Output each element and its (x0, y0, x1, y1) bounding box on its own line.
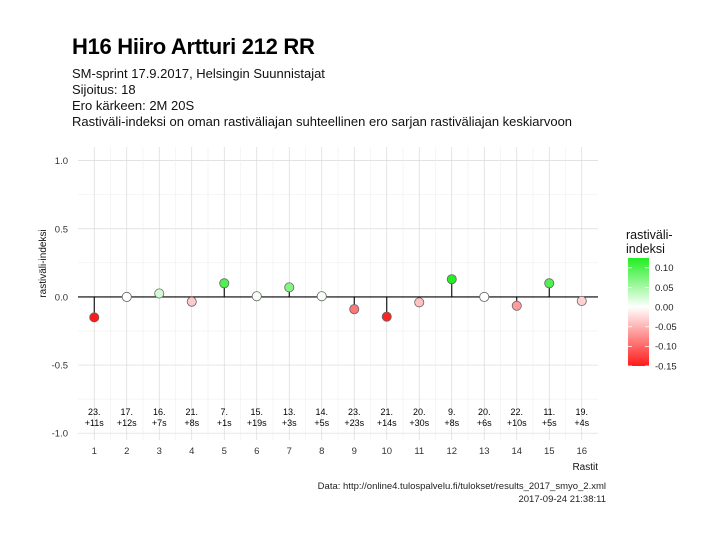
lollipop-point (511, 300, 522, 311)
legend-tick-label: 0.05 (655, 283, 674, 294)
x-tick-label: 7 (287, 446, 292, 457)
subtitle-line-rank: Sijoitus: 18 (72, 82, 136, 97)
color-legend: rastiväli-indeksi 0.10 0.05 0.00 -0.05 -0.10 -… (626, 228, 677, 372)
rank-label: 21. (380, 407, 393, 417)
time-diff-label: +19s (247, 418, 267, 428)
rank-label: 22. (510, 407, 523, 417)
subtitle-line-description: Rastiväli-indeksi on oman rastiväliajan … (72, 114, 573, 129)
rank-label: 19. (575, 407, 588, 417)
x-tick-label: 11 (414, 446, 424, 457)
rank-label: 23. (348, 407, 361, 417)
legend-tick-label: 0.10 (655, 263, 674, 274)
legend-title-line: indeksi (626, 242, 665, 256)
x-tick-label: 13 (479, 446, 490, 457)
legend-tick-label: -0.15 (655, 361, 677, 372)
y-tick-label: 0.0 (55, 292, 68, 303)
legend-tick-label: 0.00 (655, 302, 674, 313)
x-tick-label: 2 (124, 446, 129, 457)
lollipop-point (479, 291, 490, 302)
lollipop-point (251, 291, 262, 302)
timestamp-caption: 2017-09-24 21:38:11 (518, 494, 606, 505)
lollipop-point (349, 304, 360, 315)
rank-label: 13. (283, 407, 296, 417)
time-diff-label: +23s (344, 418, 364, 428)
lollipop-point (284, 282, 295, 293)
data-source-caption: Data: http://online4.tulospalvelu.fi/tul… (317, 481, 606, 492)
x-tick-label: 6 (254, 446, 259, 457)
rank-label: 20. (478, 407, 491, 417)
rank-label: 23. (88, 407, 101, 417)
rank-label: 14. (315, 407, 328, 417)
legend-title-line: rastiväli- (626, 228, 673, 242)
y-tick-label: 0.5 (55, 224, 68, 235)
time-diff-label: +5s (314, 418, 329, 428)
time-diff-label: +6s (477, 418, 492, 428)
lollipop-point (414, 297, 425, 308)
lollipop-point (121, 291, 132, 302)
data-marks (78, 274, 598, 323)
lollipop-point (446, 274, 457, 285)
x-tick-label: 15 (544, 446, 555, 457)
x-tick-label: 12 (446, 446, 457, 457)
x-tick-label: 14 (511, 446, 522, 457)
y-tick-label: -0.5 (52, 361, 68, 372)
lollipop-point (89, 312, 100, 323)
time-diff-label: +7s (152, 418, 167, 428)
lollipop-point (544, 278, 555, 289)
point-labels: 23.+11s17.+12s16.+7s21.+8s7.+1s15.+19s13… (85, 407, 590, 428)
time-diff-label: +12s (117, 418, 137, 428)
legend-tick-label: -0.10 (655, 342, 677, 353)
time-diff-label: +10s (507, 418, 527, 428)
time-diff-label: +14s (377, 418, 397, 428)
y-tick-label: -1.0 (52, 429, 68, 440)
rank-label: 16. (153, 407, 166, 417)
time-diff-label: +8s (444, 418, 459, 428)
time-diff-label: +30s (409, 418, 429, 428)
rank-label: 9. (448, 407, 456, 417)
lollipop-point (316, 291, 327, 302)
legend-tick-label: -0.05 (655, 322, 677, 333)
rank-label: 17. (120, 407, 133, 417)
time-diff-label: +4s (574, 418, 589, 428)
lollipop-point (186, 296, 197, 307)
rank-label: 21. (185, 407, 198, 417)
x-tick-label: 16 (576, 446, 587, 457)
time-diff-label: +8s (184, 418, 199, 428)
lollipop-point (219, 278, 230, 289)
legend-colorbar (628, 258, 649, 366)
x-tick-label: 3 (157, 446, 162, 457)
axes: -1.0-0.50.00.51.01 2 3 4 5 6 7 8 9 10 11 12 13 14 15 16… (38, 156, 598, 473)
rank-label: 11. (543, 407, 555, 417)
x-tick-label: 4 (189, 446, 194, 457)
rank-label: 20. (413, 407, 426, 417)
lollipop-point (576, 295, 587, 306)
time-diff-label: +3s (282, 418, 297, 428)
subtitle-line-gap: Ero kärkeen: 2M 20S (72, 98, 195, 113)
chart-title: H16 Hiiro Artturi 212 RR (72, 34, 315, 59)
x-tick-label: 8 (319, 446, 324, 457)
x-axis-label: Rastit (572, 462, 598, 473)
time-diff-label: +11s (85, 418, 105, 428)
rank-label: 15. (250, 407, 263, 417)
x-tick-label: 5 (222, 446, 227, 457)
rank-label: 7. (220, 407, 228, 417)
x-tick-label: 10 (381, 446, 392, 457)
time-diff-label: +5s (542, 418, 557, 428)
y-tick-label: 1.0 (55, 156, 68, 167)
x-tick-label: 9 (352, 446, 357, 457)
lollipop-point (154, 288, 165, 299)
time-diff-label: +1s (217, 418, 232, 428)
x-tick-label: 1 (92, 446, 97, 457)
lollipop-point (381, 311, 392, 322)
subtitle-line-event: SM-sprint 17.9.2017, Helsingin Suunnista… (72, 66, 325, 81)
y-axis-label: rastiväli-indeksi (38, 229, 49, 297)
